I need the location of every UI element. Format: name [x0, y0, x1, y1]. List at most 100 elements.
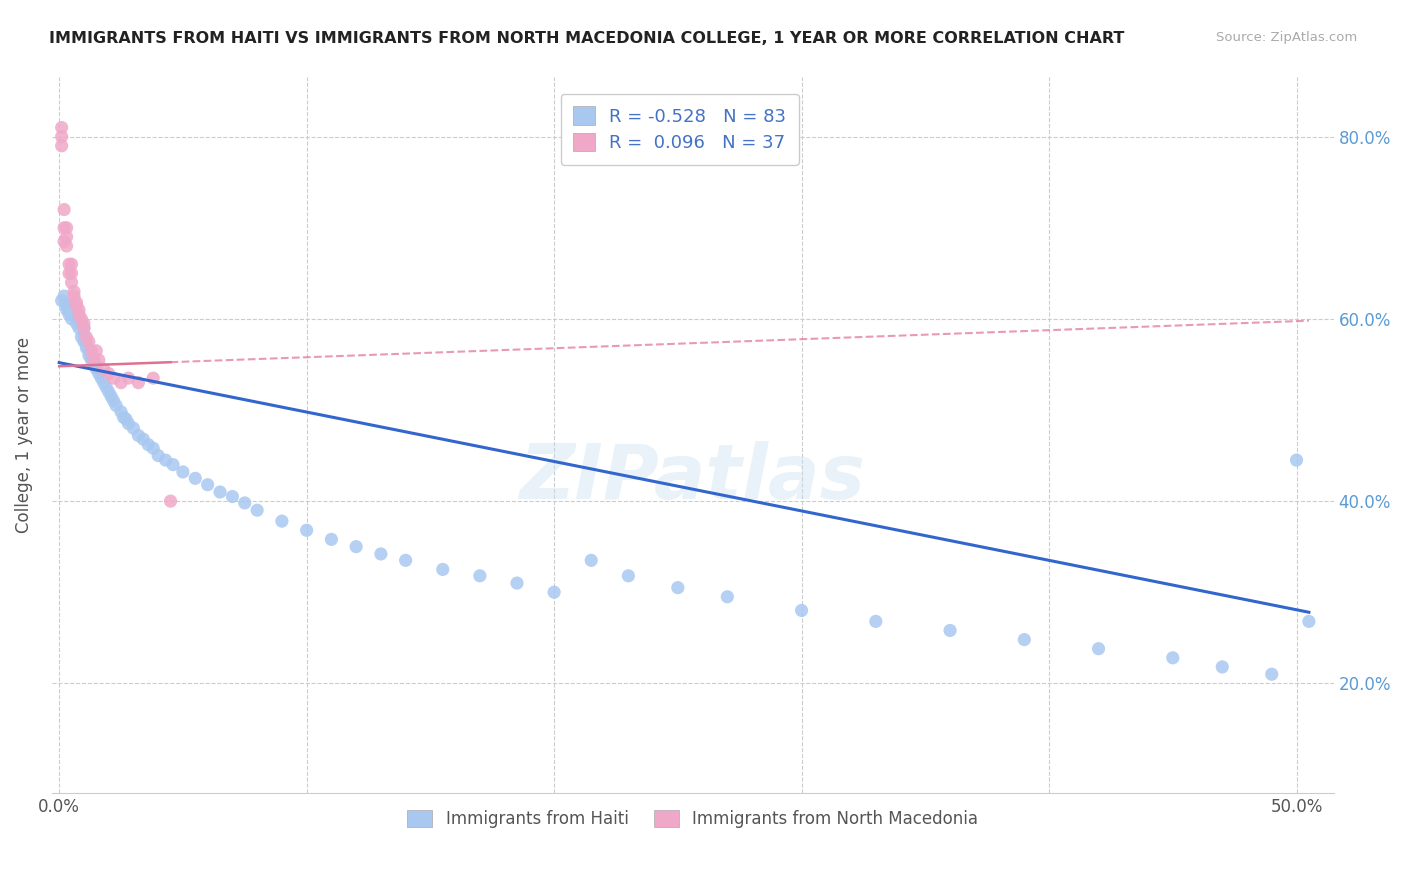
Point: [65, 295, 87, 310]
Point: [110, 405, 132, 419]
Point: [60, 257, 83, 271]
Legend: Immigrants from Haiti, Immigrants from North Macedonia: Immigrants from Haiti, Immigrants from N…: [401, 803, 984, 834]
Point: [60, 304, 83, 318]
Point: [295, 523, 318, 537]
Point: [73, 334, 96, 349]
Point: [127, 428, 149, 442]
Point: [55, 220, 77, 235]
Point: [716, 590, 738, 604]
Point: [84, 362, 107, 376]
Point: [159, 494, 181, 508]
Point: [53, 220, 76, 235]
Point: [60, 266, 83, 280]
Point: [67, 314, 90, 328]
Point: [60, 298, 83, 312]
Point: [55, 298, 77, 312]
Point: [51, 120, 73, 135]
Point: [370, 547, 392, 561]
Point: [543, 585, 565, 599]
Point: [51, 138, 73, 153]
Point: [344, 540, 367, 554]
Point: [67, 307, 90, 321]
Point: [115, 412, 138, 426]
Point: [790, 603, 813, 617]
Point: [96, 380, 118, 394]
Point: [77, 334, 100, 349]
Point: [65, 311, 87, 326]
Point: [432, 562, 454, 576]
Point: [197, 477, 219, 491]
Point: [77, 343, 100, 358]
Point: [67, 321, 90, 335]
Point: [53, 235, 76, 249]
Point: [73, 321, 96, 335]
Point: [93, 362, 115, 376]
Point: [233, 496, 256, 510]
Point: [80, 343, 103, 358]
Point: [63, 285, 86, 299]
Point: [1298, 615, 1320, 629]
Point: [100, 389, 122, 403]
Point: [132, 432, 155, 446]
Point: [208, 485, 231, 500]
Y-axis label: College, 1 year or more: College, 1 year or more: [15, 337, 32, 533]
Point: [122, 421, 145, 435]
Point: [84, 359, 107, 374]
Point: [63, 302, 86, 317]
Point: [146, 449, 169, 463]
Text: IMMIGRANTS FROM HAITI VS IMMIGRANTS FROM NORTH MACEDONIA COLLEGE, 1 YEAR OR MORE: IMMIGRANTS FROM HAITI VS IMMIGRANTS FROM…: [49, 31, 1125, 46]
Point: [55, 230, 77, 244]
Point: [55, 239, 77, 253]
Point: [97, 367, 120, 381]
Point: [1285, 453, 1308, 467]
Point: [53, 289, 76, 303]
Point: [270, 514, 292, 528]
Text: ZIPatlas: ZIPatlas: [520, 441, 866, 515]
Point: [246, 503, 269, 517]
Text: Source: ZipAtlas.com: Source: ZipAtlas.com: [1216, 31, 1357, 45]
Point: [394, 553, 416, 567]
Point: [110, 376, 132, 390]
Point: [65, 304, 87, 318]
Point: [97, 384, 120, 399]
Point: [80, 352, 103, 367]
Point: [65, 298, 87, 312]
Point: [93, 376, 115, 390]
Point: [53, 202, 76, 217]
Point: [105, 399, 128, 413]
Point: [1087, 641, 1109, 656]
Point: [155, 453, 177, 467]
Point: [58, 266, 80, 280]
Point: [162, 458, 184, 472]
Point: [939, 624, 962, 638]
Point: [84, 343, 107, 358]
Point: [60, 276, 83, 290]
Point: [77, 348, 100, 362]
Point: [75, 330, 97, 344]
Point: [117, 371, 139, 385]
Point: [136, 437, 159, 451]
Point: [506, 576, 529, 591]
Point: [1014, 632, 1036, 647]
Point: [70, 317, 93, 331]
Point: [75, 341, 97, 355]
Point: [103, 371, 125, 385]
Point: [581, 553, 603, 567]
Point: [73, 317, 96, 331]
Point: [65, 317, 87, 331]
Point: [58, 307, 80, 321]
Point: [58, 302, 80, 317]
Point: [73, 328, 96, 343]
Point: [142, 442, 165, 456]
Point: [83, 352, 105, 367]
Point: [90, 371, 112, 385]
Point: [1211, 660, 1233, 674]
Point: [75, 336, 97, 351]
Point: [117, 417, 139, 431]
Point: [221, 490, 243, 504]
Point: [51, 129, 73, 144]
Point: [666, 581, 689, 595]
Point: [63, 289, 86, 303]
Point: [70, 330, 93, 344]
Point: [67, 309, 90, 323]
